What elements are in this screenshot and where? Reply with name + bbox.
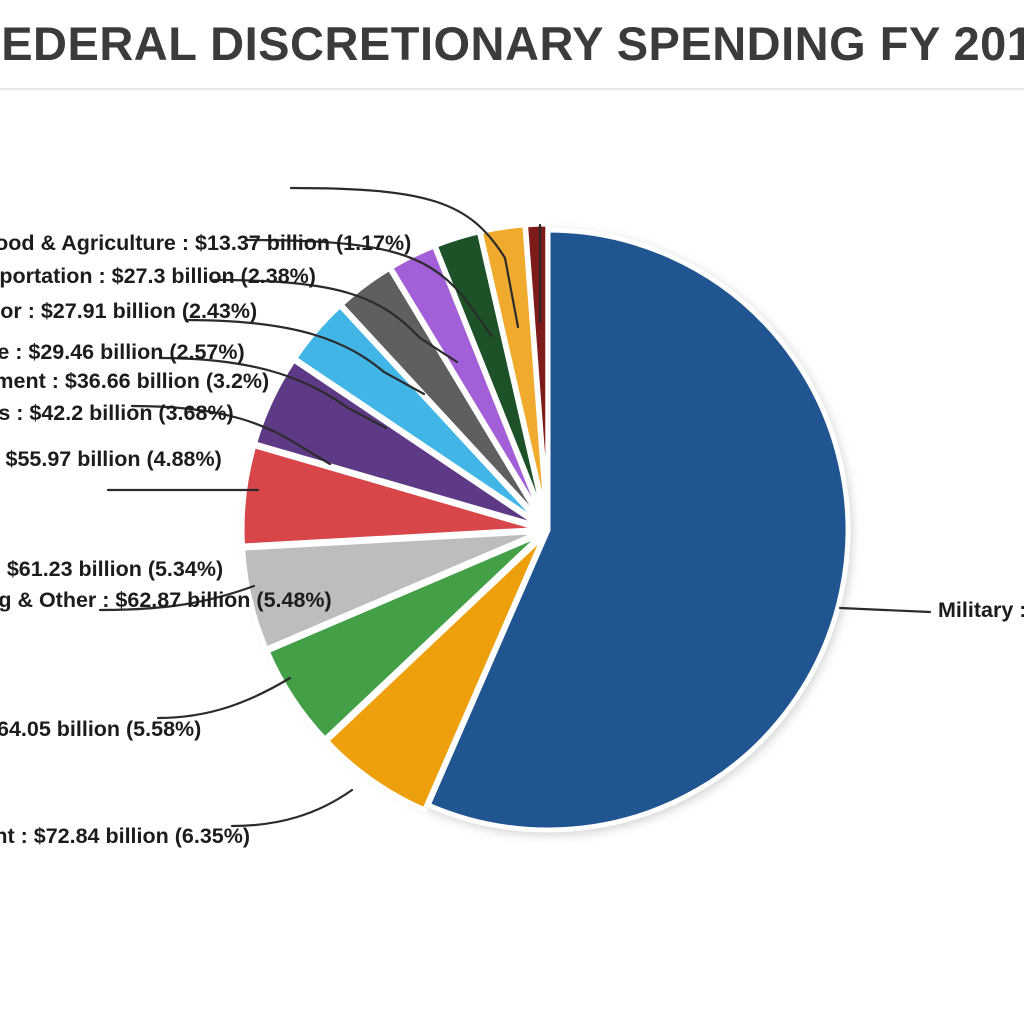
leader-veterans-benefits [98, 584, 256, 612]
pie-chart-svg [98, 186, 932, 833]
label-education: Education : $64.05 billion (5.58%) [0, 716, 201, 742]
leader-medicare-health [130, 404, 332, 466]
leader-labor [245, 238, 494, 338]
label-science: Science : $29.46 billion (2.57%) [0, 339, 245, 365]
label-medicare-health-text: Medicare & Health : $55.97 billion (4.88… [0, 447, 222, 471]
label-labor-text: Labor : $27.91 billion (2.43%) [0, 299, 258, 323]
pie-chart-region: Food & Agriculture : $13.37 billion (1.1… [0, 90, 1024, 1024]
page-title: FEDERAL DISCRETIONARY SPENDING FY 2013 [0, 17, 1024, 70]
chart-header: FEDERAL DISCRETIONARY SPENDING FY 2013 [0, 0, 1024, 90]
leader-government [230, 788, 354, 828]
label-science-text: Science : $29.46 billion (2.57%) [0, 340, 245, 364]
label-transportation: Transportation : $27.3 billion (2.38%) [0, 263, 316, 289]
label-government-text: Government : $72.84 billion (6.35%) [0, 824, 251, 848]
pie-slice-military[interactable] [425, 227, 851, 833]
pie-slices [239, 221, 851, 833]
leader-international-affairs [158, 356, 388, 430]
label-education-text: Education : $64.05 billion (5.58%) [0, 717, 202, 741]
label-labor: Labor : $27.91 billion (2.43%) [0, 298, 257, 324]
label-food-agriculture-text: Food & Agriculture : $13.37 billion (1.1… [0, 231, 412, 255]
label-housing-community-text: Housing & Community : $61.23 billion (5.… [0, 557, 224, 581]
pie-slice-government[interactable] [324, 532, 548, 813]
label-government: Government : $72.84 billion (6.35%) [0, 823, 250, 849]
leader-transportation [289, 186, 520, 329]
leader-lines [98, 186, 932, 828]
label-veterans-benefits-text: Veterans' Benefits, Housing & Other : $6… [0, 588, 332, 612]
label-international-affairs: International Affairs : $42.2 billion (3… [0, 400, 234, 426]
label-medicare-health: Medicare & Health : $55.97 billion (4.88… [0, 446, 222, 472]
label-military: Military : $642.94 billion (56.02%) [938, 597, 1024, 623]
label-housing-community: Housing & Community : $61.23 billion (5.… [0, 556, 223, 582]
label-veterans-benefits: Veterans' Benefits, Housing & Other : $6… [0, 585, 332, 615]
label-energy-environment-text: Energy & Environment : $36.66 billion (3… [0, 369, 270, 393]
leader-education [156, 676, 292, 720]
leader-military [838, 606, 932, 614]
label-energy-environment: Energy & Environment : $36.66 billion (3… [0, 368, 269, 394]
label-transportation-text: Transportation : $27.3 billion (2.38%) [0, 264, 316, 288]
leader-science [212, 278, 459, 364]
leader-energy-environment [184, 318, 426, 396]
label-international-affairs-text: International Affairs : $42.2 billion (3… [0, 401, 234, 425]
label-food-agriculture: Food & Agriculture : $13.37 billion (1.1… [0, 230, 411, 256]
label-military-text: Military : $642.94 billion (56.02%) [938, 598, 1024, 622]
pie-slice-food-agriculture[interactable] [523, 221, 551, 527]
